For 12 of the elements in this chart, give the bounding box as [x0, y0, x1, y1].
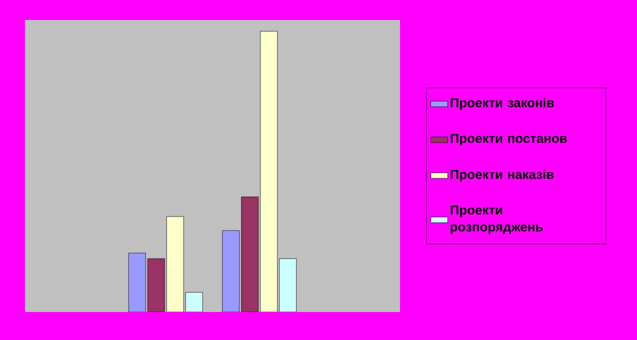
bar [166, 216, 184, 312]
bar [128, 252, 146, 312]
bar [185, 292, 203, 312]
bar [241, 196, 259, 312]
legend-label: Проекти законів [450, 98, 554, 110]
legend-label: Проекти розпоряджень [450, 206, 543, 234]
bar [279, 258, 297, 312]
legend-label: Проекти наказів [450, 170, 554, 182]
legend-label: Проекти постанов [450, 134, 567, 146]
bar [260, 31, 278, 312]
bar [147, 258, 165, 312]
bar [222, 230, 240, 312]
